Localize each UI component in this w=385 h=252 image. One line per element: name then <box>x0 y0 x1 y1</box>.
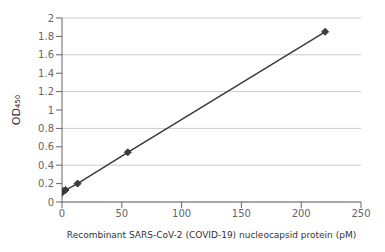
svg-text:1: 1 <box>48 105 54 116</box>
svg-text:1.2: 1.2 <box>38 86 54 97</box>
svg-text:0.4: 0.4 <box>38 160 54 171</box>
svg-text:250: 250 <box>351 208 370 219</box>
svg-text:OD₄₅₀: OD₄₅₀ <box>10 94 23 125</box>
svg-text:0.8: 0.8 <box>38 123 54 134</box>
svg-text:150: 150 <box>232 208 251 219</box>
svg-text:0.6: 0.6 <box>38 141 54 152</box>
svg-text:1.6: 1.6 <box>38 49 54 60</box>
svg-text:1.4: 1.4 <box>38 68 54 79</box>
svg-text:50: 50 <box>115 208 128 219</box>
svg-text:200: 200 <box>292 208 311 219</box>
svg-text:0.2: 0.2 <box>38 178 54 189</box>
svg-text:0: 0 <box>59 208 65 219</box>
svg-text:1.8: 1.8 <box>38 31 54 42</box>
svg-text:Recombinant SARS-CoV-2 (COVID-: Recombinant SARS-CoV-2 (COVID-19) nucleo… <box>67 230 356 240</box>
svg-text:2: 2 <box>48 13 54 24</box>
svg-text:0: 0 <box>48 197 54 208</box>
svg-text:100: 100 <box>172 208 191 219</box>
